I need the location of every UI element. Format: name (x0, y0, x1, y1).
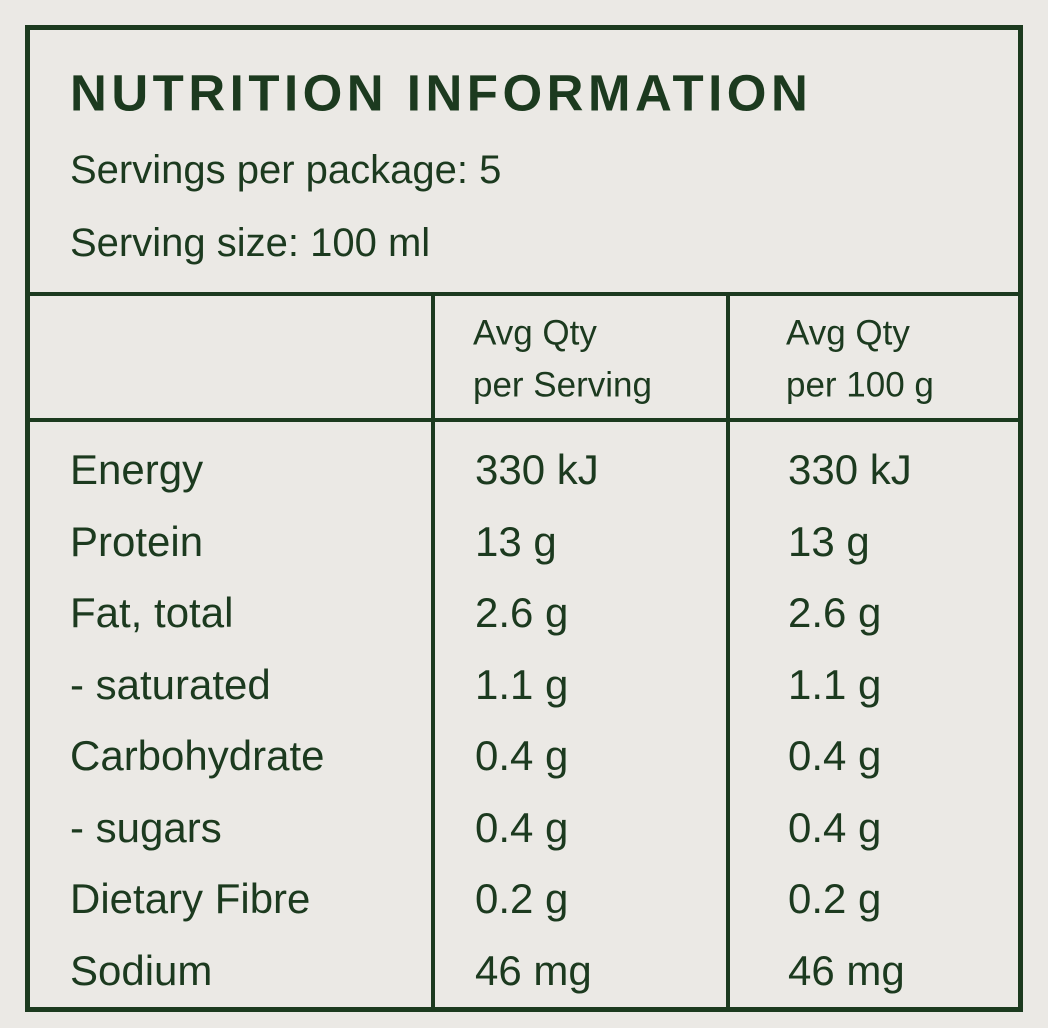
nutrient-value: 0.4 g (475, 803, 569, 851)
nutrient-label: Carbohydrate (70, 732, 325, 779)
nutrient-value: 2.6 g (788, 589, 882, 636)
nutrient-value: 46 mg (788, 946, 905, 994)
nutrient-value: 0.4 g (788, 803, 882, 851)
column-divider (431, 292, 435, 1007)
serving-size: Serving size: 100 ml (70, 221, 431, 265)
nutrient-label: Fat, total (70, 589, 234, 636)
nutrient-label: - sugars (70, 803, 222, 851)
divider (30, 418, 1018, 422)
divider (30, 292, 1018, 296)
nutrient-value: 330 kJ (788, 446, 912, 493)
nutrient-label: - saturated (70, 660, 271, 708)
column-divider (726, 292, 730, 1007)
nutrient-value: 0.2 g (475, 875, 569, 922)
column-header: Avg Qty (473, 313, 597, 353)
column-header: per Serving (473, 365, 652, 405)
nutrient-value: 0.4 g (788, 732, 882, 779)
nutrient-label: Protein (70, 517, 204, 565)
nutrient-value: 2.6 g (475, 589, 569, 636)
title: NUTRITION INFORMATION (70, 64, 813, 122)
column-header: per 100 g (786, 365, 934, 405)
nutrient-label: Dietary Fibre (70, 875, 311, 922)
nutrient-value: 13 g (788, 517, 870, 565)
nutrient-value: 0.4 g (475, 732, 569, 779)
nutrient-value: 330 kJ (475, 446, 599, 493)
nutrition-panel: NUTRITION INFORMATION Servings per packa… (25, 25, 1023, 1012)
nutrient-value: 1.1 g (788, 660, 882, 708)
column-header: Avg Qty (786, 313, 910, 353)
nutrient-value: 46 mg (475, 946, 592, 994)
nutrient-value: 1.1 g (475, 660, 569, 708)
servings: Servings per package: 5 (70, 148, 502, 192)
nutrient-label: Sodium (70, 946, 213, 994)
nutrient-value: 0.2 g (788, 875, 882, 922)
nutrient-value: 13 g (475, 517, 557, 565)
nutrient-label: Energy (70, 446, 204, 493)
